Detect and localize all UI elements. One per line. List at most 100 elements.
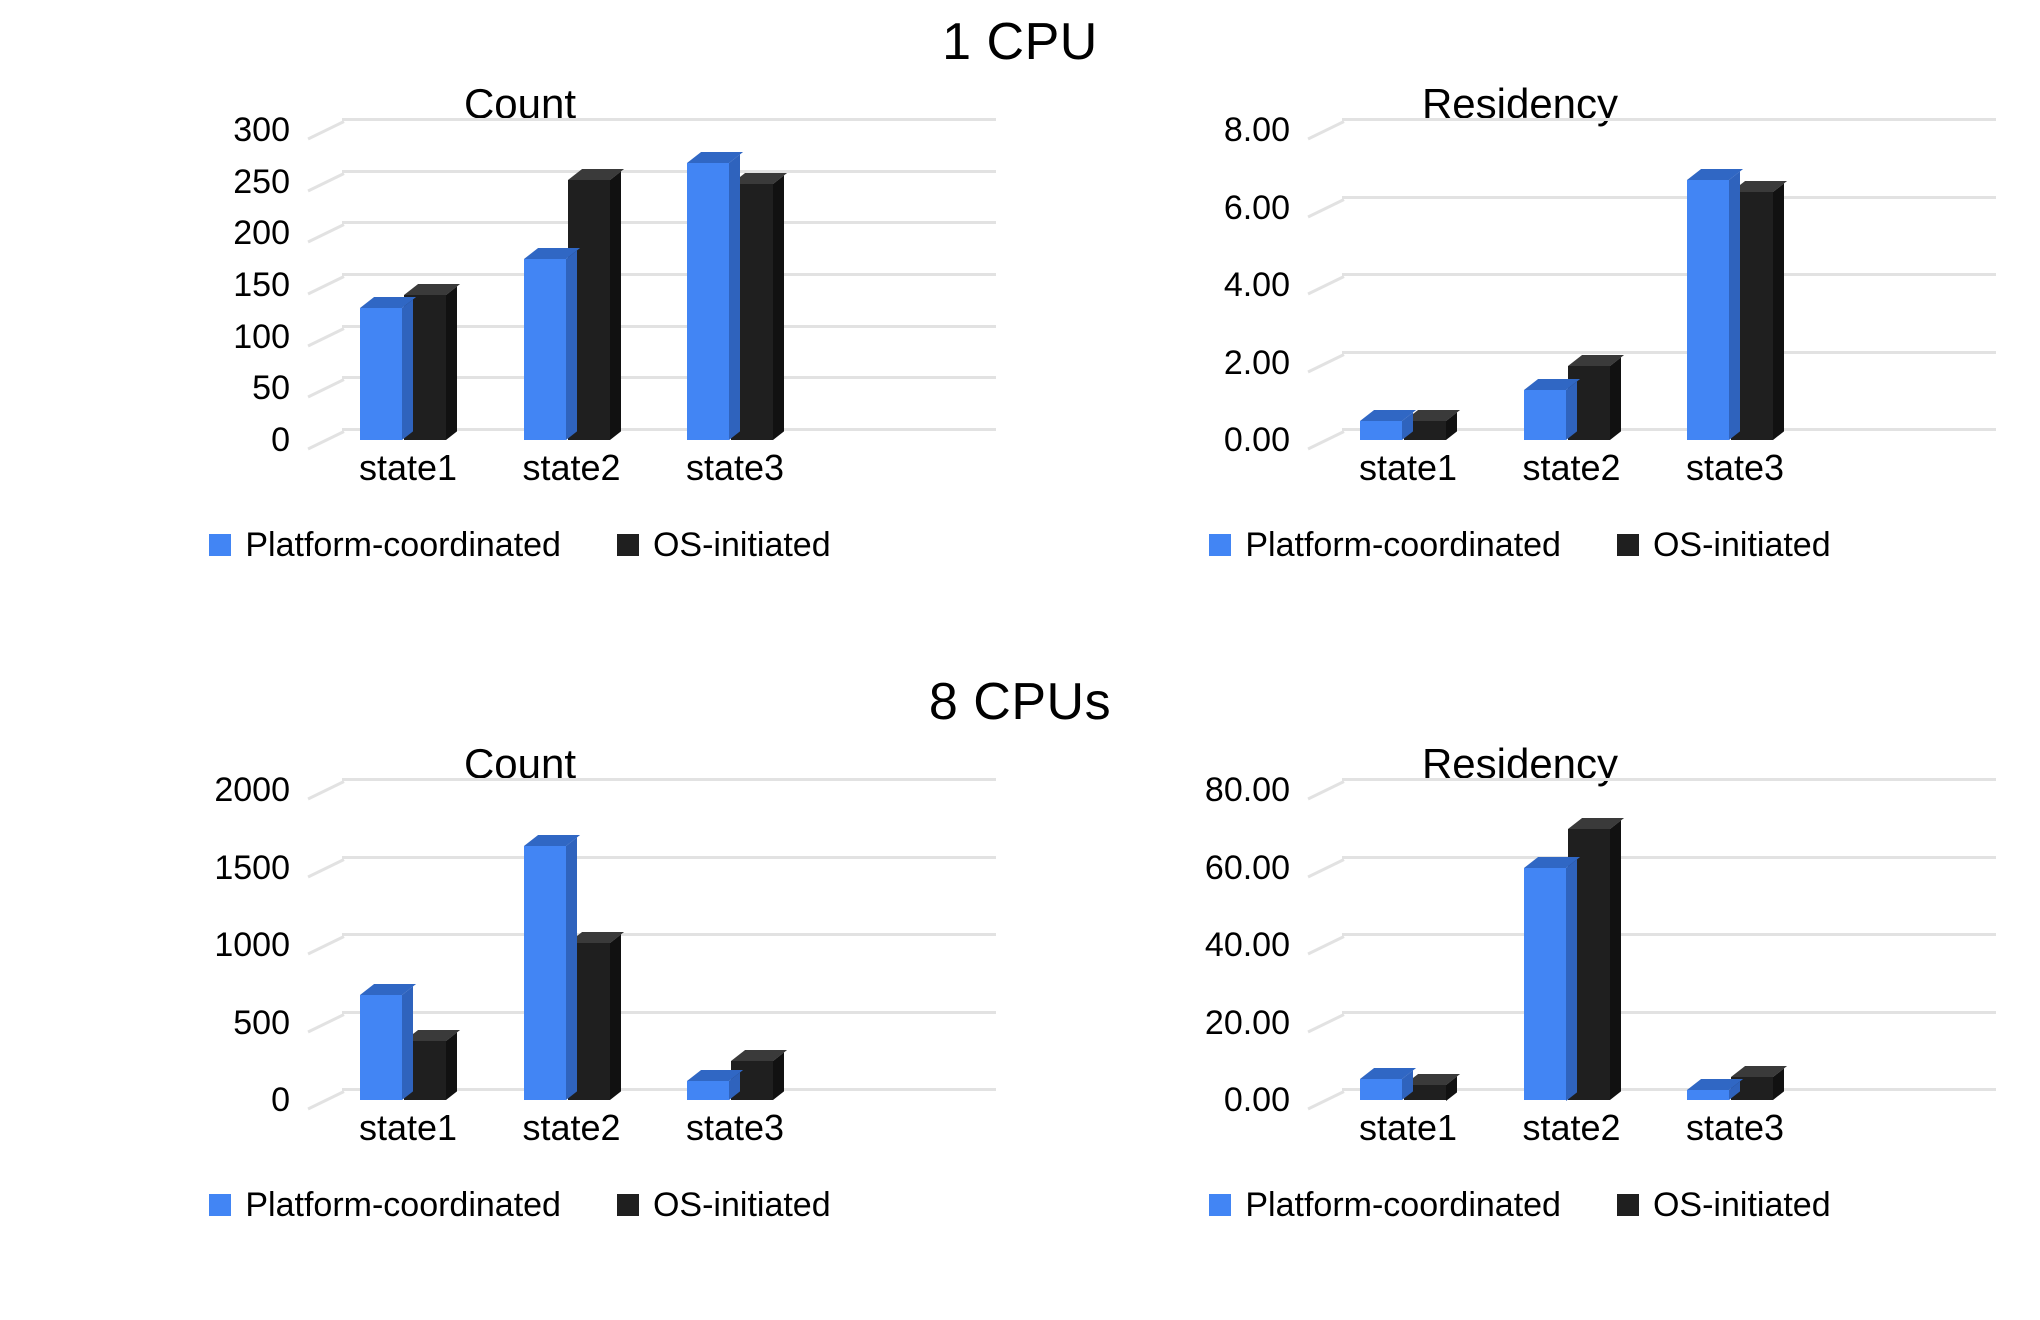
x-axis-category-label: state1 [1358, 447, 1458, 488]
bar-group [523, 790, 688, 1100]
legend-swatch-black [616, 534, 639, 556]
y-axis-tick-label: 2.00 [1223, 343, 1290, 382]
chart-legend: Platform-coordinated OS-initiated [1030, 526, 2010, 564]
bar-side [773, 175, 784, 440]
bar [360, 296, 417, 440]
legend-label: OS-initiated [1652, 1186, 1831, 1224]
bar-face [1687, 180, 1729, 440]
bar-series [342, 790, 996, 1100]
bar-face [360, 307, 402, 440]
bar-face [360, 994, 402, 1100]
bar-side [565, 250, 577, 440]
chart-legend: Platform-coordinated OS-initiated [30, 526, 1010, 564]
legend-label: OS-initiated [1652, 526, 1831, 564]
panel-1-cpu: 1 CPU Count 0 50 100 150 200 250 300 state1 sta… [0, 13, 2040, 632]
bar-group [687, 130, 851, 440]
bar-side [402, 986, 413, 1100]
plot-grid-and-bars [1306, 778, 1996, 1111]
legend-item-platform-coordinated: Platform-coordinated [209, 1186, 561, 1224]
bar-side [609, 934, 621, 1100]
y-axis-tick-label: 2000 [214, 771, 290, 809]
legend-label: OS-initiated [652, 1186, 831, 1224]
chart-title: Count [463, 740, 577, 787]
x-axis-category-label: state1 [358, 1107, 458, 1148]
bar-group [1687, 790, 1851, 1100]
legend-swatch-black [1616, 1194, 1639, 1216]
legend-item-platform-coordinated: Platform-coordinated [209, 526, 561, 564]
y-axis-tick-label: 50 [252, 369, 290, 408]
bar-face [687, 163, 729, 440]
x-axis-category-label: state2 [522, 1107, 621, 1148]
y-axis-tick-label: 0 [271, 1081, 290, 1119]
x-axis-category-labels: state1 state2 state3 [1306, 446, 1996, 496]
gridline [1307, 195, 1996, 218]
bar-series [342, 130, 996, 440]
gridline [307, 428, 996, 451]
y-axis-tick-label: 40.00 [1204, 926, 1290, 964]
y-axis-tick-labels: 0.00 20.00 40.00 60.00 80.00 [1030, 773, 1290, 1117]
gridline-riser [307, 275, 345, 296]
bar-face [1360, 1078, 1402, 1100]
gridline [307, 376, 996, 399]
chart-residency-8cpu: Residency 0.00 20.00 40.00 60.00 80.00 state… [1030, 732, 2010, 1292]
bar [523, 248, 580, 440]
bar [1731, 1065, 1788, 1100]
bar-side [446, 1032, 457, 1100]
legend-item-platform-coordinated: Platform-coordinated [1209, 526, 1561, 564]
chart-legend: Platform-coordinated OS-initiated [30, 1186, 1010, 1224]
legend-swatch-black [616, 1194, 639, 1216]
charts-row-1-cpu: Count 0 50 100 150 200 250 300 state1 state2 sta… [0, 72, 2040, 632]
plot-area: 0.00 2.00 4.00 6.00 8.00 state1 state2 state3 … [1030, 113, 2010, 564]
y-axis-tick-label: 1000 [214, 926, 290, 964]
x-axis-category-label: state3 [685, 1107, 785, 1148]
plot-grid-and-bars [1306, 118, 1996, 451]
bar-group [1360, 790, 1524, 1100]
bar-group [523, 130, 688, 440]
gridline-riser [307, 326, 345, 348]
bar-group [1523, 790, 1688, 1100]
bar-face [1523, 867, 1566, 1100]
gridline [1307, 273, 1996, 296]
gridline [1307, 118, 1996, 141]
chart-title: Residency [1421, 740, 1619, 787]
bar-face [1404, 1084, 1446, 1100]
bar-side [446, 286, 457, 440]
legend-item-os-initiated: OS-initiated [1616, 526, 1831, 564]
chart-residency-1cpu: Residency 0.00 2.00 4.00 6.00 8.00 state1 sta… [1030, 72, 2010, 632]
bar-side [729, 154, 740, 440]
gridline [1307, 855, 1996, 878]
bar-side [1609, 357, 1621, 440]
bar [1360, 1067, 1417, 1100]
legend-swatch-blue [209, 534, 232, 556]
gridline [1307, 778, 1996, 801]
x-axis-category-label: state1 [1358, 1107, 1458, 1148]
gridline-riser [307, 1012, 345, 1033]
y-axis-tick-labels: 0 50 100 150 200 250 300 [30, 113, 290, 457]
legend-swatch-blue [1209, 534, 1232, 556]
plot-area: 0 500 1000 1500 2000 state1 state2 state3 Plat… [30, 773, 1010, 1224]
y-axis-tick-label: 1500 [214, 848, 290, 887]
gridline-riser [1307, 935, 1345, 956]
y-axis-tick-label: 500 [233, 1003, 290, 1042]
gridline [307, 1088, 996, 1111]
y-axis-tick-label: 8.00 [1223, 111, 1290, 149]
legend-swatch-blue [209, 1194, 232, 1216]
gridline [307, 169, 996, 193]
y-axis-tick-label: 60.00 [1204, 848, 1290, 887]
y-axis-tick-label: 0.00 [1223, 1081, 1290, 1119]
chart-title: Count [463, 80, 577, 127]
gridline [307, 118, 996, 141]
bar [1523, 378, 1580, 440]
gridline [307, 855, 996, 878]
x-axis-category-label: state3 [685, 447, 785, 488]
plot-grid-and-bars [306, 118, 996, 451]
gridline [307, 221, 996, 244]
y-axis-tick-label: 0 [271, 421, 290, 459]
bar-group [360, 130, 524, 440]
bar [523, 834, 580, 1100]
bar-side [565, 837, 577, 1100]
y-axis-tick-label: 20.00 [1204, 1003, 1290, 1042]
bar [1687, 1079, 1744, 1100]
y-axis-tick-label: 4.00 [1223, 266, 1290, 304]
legend-label: Platform-coordinated [1245, 526, 1561, 564]
